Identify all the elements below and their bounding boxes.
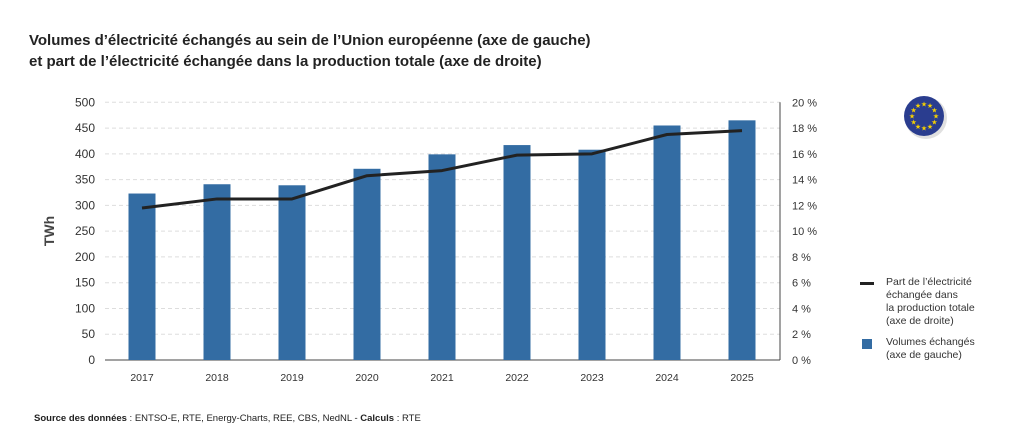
y-tick-label: 200 (75, 250, 95, 264)
eu-star-icon: ★ (915, 102, 921, 110)
legend-label-bar: Volumes échangés (axe de gauche) (886, 336, 975, 361)
eu-star-icon: ★ (910, 107, 916, 115)
eu-star-icon: ★ (931, 107, 937, 115)
source-label: Source des données (34, 413, 127, 424)
y-tick-label: 150 (75, 276, 95, 290)
y2-tick-label: 20 % (792, 97, 817, 109)
title-line-1: Volumes d’électricité échangés au sein d… (29, 32, 591, 49)
bar-2017 (128, 193, 156, 360)
bar-2018 (203, 184, 231, 360)
eu-star-icon: ★ (927, 102, 933, 110)
bar-2019 (278, 185, 306, 360)
y2-tick-label: 14 % (792, 175, 817, 187)
y-tick-label: 400 (75, 147, 95, 161)
eu-star-icon: ★ (910, 119, 916, 127)
y-tick-label: 50 (82, 327, 96, 341)
legend-item-bar: Volumes échangés (axe de gauche) (862, 336, 996, 362)
x-tick-label: 2017 (130, 372, 154, 384)
y-tick-label: 100 (75, 301, 95, 315)
y2-tick-label: 8 % (792, 252, 811, 264)
y-tick-label: 500 (75, 95, 95, 109)
eu-flag-icon (904, 96, 944, 136)
eu-star-icon: ★ (931, 119, 937, 127)
y2-tick-label: 10 % (792, 226, 817, 238)
y2-tick-label: 0 % (792, 355, 811, 367)
y-tick-label: 300 (75, 198, 95, 212)
title-line-2: et part de l’électricité échangée dans l… (29, 53, 542, 70)
legend-item-line: Part de l’électricité échangée dans la pro… (860, 276, 996, 328)
x-tick-label: 2019 (280, 372, 304, 384)
y-tick-label: 450 (75, 121, 95, 135)
bar-2024 (653, 125, 681, 360)
x-tick-label: 2025 (730, 372, 754, 384)
y2-tick-label: 18 % (792, 123, 817, 135)
bar-2021 (428, 154, 456, 360)
eu-star-icon: ★ (921, 101, 927, 109)
y2-tick-label: 6 % (792, 278, 811, 290)
x-tick-label: 2023 (580, 372, 604, 384)
source-text: : ENTSO-E, RTE, Energy-Charts, REE, CBS,… (126, 413, 361, 424)
bar-2023 (578, 149, 606, 360)
bar-2025 (728, 120, 756, 361)
x-tick-label: 2022 (505, 372, 529, 384)
x-tick-label: 2024 (655, 372, 679, 384)
eu-star-icon: ★ (933, 113, 939, 121)
y2-tick-label: 16 % (792, 149, 817, 161)
y-axis-label: TWh (41, 216, 57, 246)
eu-star-icon: ★ (921, 125, 927, 133)
source-note: Source des données : ENTSO-E, RTE, Energ… (34, 413, 421, 424)
y2-tick-label: 2 % (792, 329, 811, 341)
bar-2020 (353, 168, 381, 360)
eu-star-icon: ★ (915, 123, 921, 131)
eu-star-icon: ★ (909, 113, 915, 121)
y-tick-label: 250 (75, 224, 95, 238)
y-tick-label: 350 (75, 173, 95, 187)
x-tick-label: 2021 (430, 372, 454, 384)
legend-bar-swatch (862, 339, 872, 349)
y2-tick-label: 12 % (792, 200, 817, 212)
x-tick-label: 2020 (355, 372, 379, 384)
chart-title: Volumes d’électricité échangés au sein d… (29, 30, 591, 72)
calc-label: Calculs (360, 413, 395, 424)
eu-star-icon: ★ (927, 123, 933, 131)
calc-text: : RTE (394, 413, 421, 424)
x-tick-label: 2018 (205, 372, 229, 384)
legend-line-swatch (860, 282, 874, 285)
bar-2022 (503, 145, 531, 360)
legend-label-line: Part de l’électricité échangée dans la pro… (886, 276, 975, 327)
y-tick-label: 0 (88, 353, 95, 367)
y2-tick-label: 4 % (792, 303, 811, 315)
